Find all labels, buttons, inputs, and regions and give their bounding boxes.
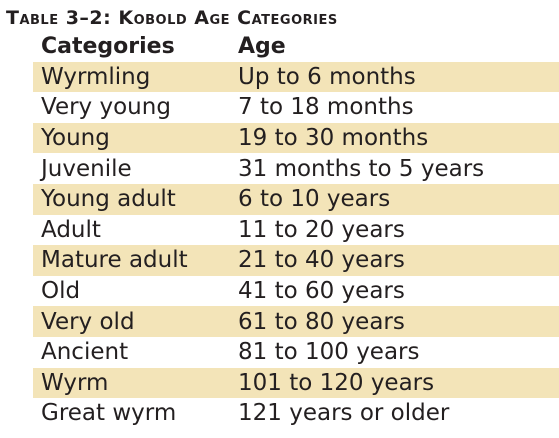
category-cell: Young adult (41, 186, 176, 213)
age-cell: 11 to 20 years (238, 216, 405, 243)
age-cell: 61 to 80 years (238, 308, 405, 335)
table-row: Very old 61 to 80 years (33, 306, 559, 337)
age-cell: 41 to 60 years (238, 278, 405, 305)
table-row: Wyrm 101 to 120 years (33, 367, 559, 399)
table-row: Juvenile 31 months to 5 years (33, 153, 559, 184)
age-cell: Up to 6 months (238, 63, 416, 90)
age-cell: 121 years or older (238, 400, 450, 427)
category-cell: Mature adult (41, 247, 188, 274)
header-categories: Categories (41, 33, 175, 59)
table-header-row: Categories Age (33, 31, 559, 62)
age-cell: 81 to 100 years (238, 339, 420, 366)
table-row: Young adult 6 to 10 years (33, 183, 559, 215)
age-cell: 7 to 18 months (238, 94, 414, 121)
category-cell: Old (41, 278, 81, 305)
table-row: Very young 7 to 18 months (33, 92, 559, 123)
table-row: Old 41 to 60 years (33, 276, 559, 307)
table-row: Great wyrm 121 years or older (33, 398, 559, 429)
table-row: Wyrmling Up to 6 months (33, 61, 559, 93)
age-cell: 21 to 40 years (238, 247, 405, 274)
category-cell: Wyrmling (41, 63, 151, 90)
table-row: Young 19 to 30 months (33, 122, 559, 154)
age-cell: 31 months to 5 years (238, 155, 485, 182)
header-age: Age (238, 33, 286, 59)
category-cell: Very young (41, 94, 171, 121)
age-categories-table: Categories Age Wyrmling Up to 6 months V… (33, 31, 559, 429)
category-cell: Very old (41, 308, 135, 335)
category-cell: Great wyrm (41, 400, 177, 427)
age-cell: 19 to 30 months (238, 125, 429, 152)
table-title: Table 3–2: Kobold Age Categories (6, 7, 338, 29)
category-cell: Wyrm (41, 369, 109, 396)
category-cell: Ancient (41, 339, 129, 366)
table-row: Mature adult 21 to 40 years (33, 245, 559, 276)
table-row: Ancient 81 to 100 years (33, 337, 559, 368)
category-cell: Adult (41, 216, 101, 243)
category-cell: Young (41, 125, 110, 152)
table-row: Adult 11 to 20 years (33, 215, 559, 246)
age-cell: 6 to 10 years (238, 186, 391, 213)
age-cell: 101 to 120 years (238, 369, 435, 396)
category-cell: Juvenile (41, 155, 132, 182)
